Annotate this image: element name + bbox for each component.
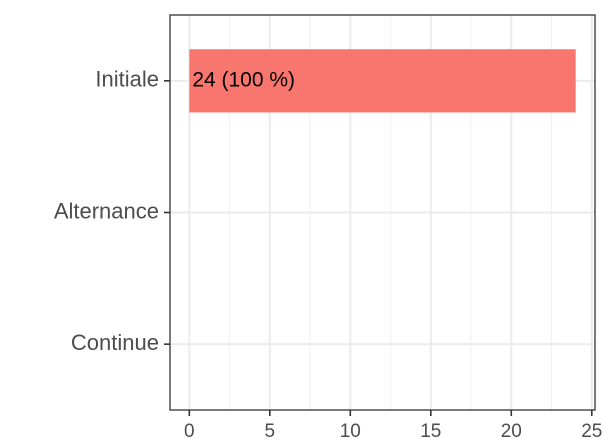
y-tick-label: Initiale [95, 67, 159, 92]
data-labels: 24 (100 %) [192, 68, 295, 91]
y-tick-label: Continue [71, 330, 159, 355]
x-tick-label: 0 [184, 421, 195, 439]
bars [189, 49, 576, 113]
bar [189, 49, 576, 113]
y-axis: Initiale Alternance Continue [54, 67, 170, 355]
x-tick-label: 25 [581, 421, 602, 439]
x-tick-label: 10 [340, 421, 361, 439]
x-tick-label: 20 [501, 421, 522, 439]
x-tick-label: 5 [265, 421, 276, 439]
x-axis: 0 5 10 15 20 25 [184, 410, 602, 439]
y-tick-label: Alternance [54, 198, 159, 223]
x-tick-label: 15 [420, 421, 441, 439]
data-label: 24 (100 %) [192, 68, 295, 91]
